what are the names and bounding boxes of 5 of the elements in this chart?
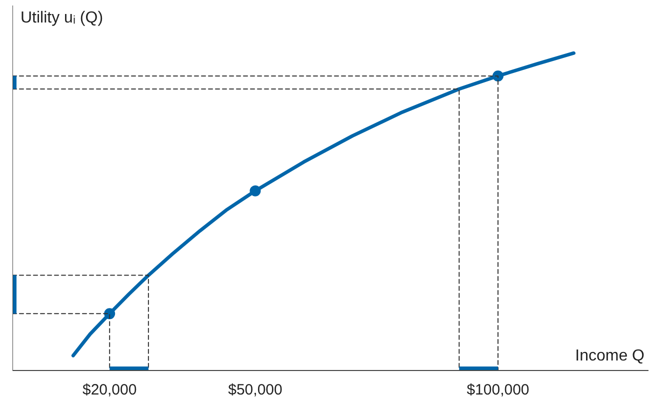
x-tick-label: $50,000 — [228, 382, 282, 398]
y-axis-title: Utility uᵢ (Q) — [20, 10, 104, 26]
x-tick-label: $100,000 — [466, 382, 530, 398]
x-tick-label: $20,000 — [82, 382, 137, 398]
x-axis-title: Income Q — [575, 348, 644, 364]
